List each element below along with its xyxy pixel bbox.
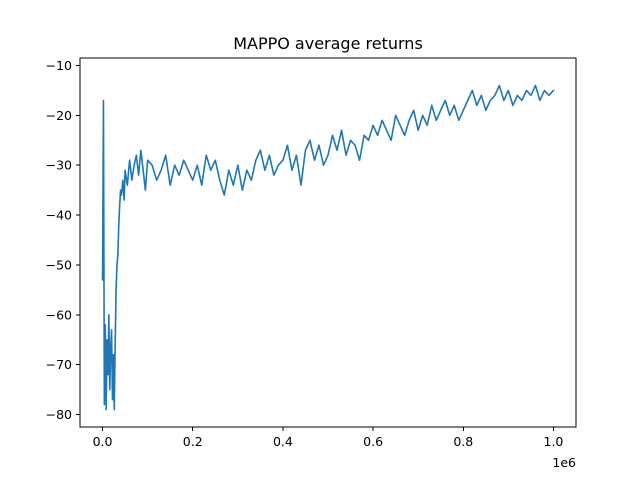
x-axis: 0.0 0.2 0.4 0.6 0.8 1.0: [93, 427, 564, 449]
y-tick-label: −20: [46, 108, 72, 123]
x-offset-label: 1e6: [552, 455, 576, 470]
y-axis: −80 −70 −60 −50 −40 −30 −20 −10: [46, 58, 80, 422]
chart-title: MAPPO average returns: [233, 34, 423, 53]
series-line-0: [101, 84, 555, 411]
x-tick-label: 0.2: [183, 434, 203, 449]
y-tick-label: −10: [46, 58, 72, 73]
x-tick-label: 0.6: [363, 434, 383, 449]
y-tick-label: −40: [46, 208, 72, 223]
y-tick-label: −70: [46, 357, 72, 372]
x-tick-label: 1.0: [544, 434, 564, 449]
y-tick-label: −80: [46, 407, 72, 422]
y-tick-label: −30: [46, 158, 72, 173]
plot-frame: [79, 57, 577, 428]
y-tick-label: −60: [46, 307, 72, 322]
x-tick-label: 0.4: [273, 434, 293, 449]
x-tick-label: 0.8: [453, 434, 473, 449]
x-tick-label: 0.0: [93, 434, 113, 449]
y-tick-label: −50: [46, 257, 72, 272]
plot-area: [101, 84, 555, 411]
